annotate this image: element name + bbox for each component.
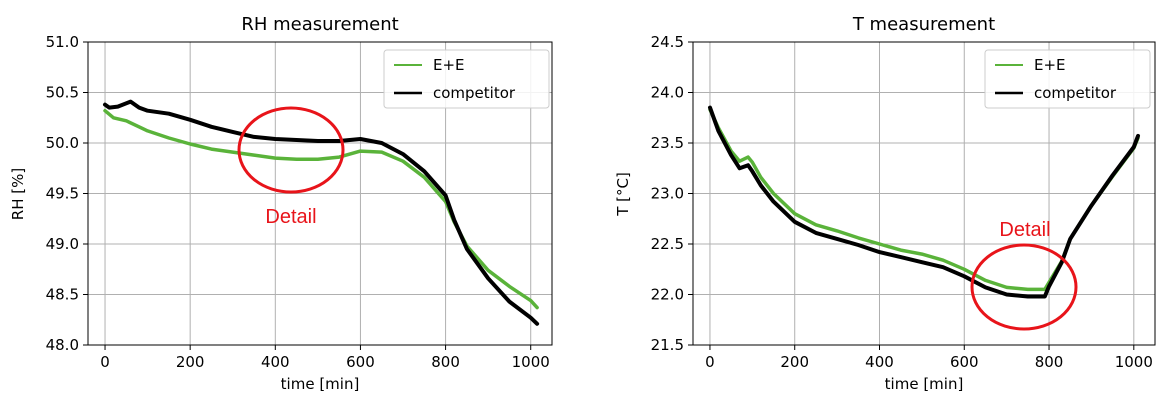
rh-y-tick-label: 49.5 (46, 185, 79, 203)
t-y-tick-label: 22.0 (651, 286, 684, 304)
t-x-tick-label: 200 (780, 353, 809, 371)
rh-detail-annotation: Detail (237, 106, 345, 228)
t-detail-label: Detail (999, 219, 1050, 241)
rh-competitor-series-line (103, 99, 540, 326)
rh-y-axis-label: RH [%] (9, 168, 27, 220)
rh-plot-frame (87, 41, 553, 346)
rh-y-tick-label: 48.5 (46, 286, 79, 304)
t-y-tick-label: 24.0 (651, 84, 684, 102)
t-x-tick-label: 400 (865, 353, 894, 371)
rh-legend-label-competitor: competitor (433, 84, 516, 102)
t-x-tick-label: 1000 (1115, 353, 1153, 371)
rh-legend-label-ee: E+E (433, 56, 465, 74)
t-chart-title: T measurement (852, 14, 995, 35)
t-tick-labels: 0 200 400 600 800 1000 21.5 22.0 22.5 23.0 23.5 24.… (651, 33, 1153, 371)
t-legend-label-ee: E+E (1034, 56, 1066, 74)
rh-ee-series-line (103, 108, 539, 310)
t-x-tick-label: 0 (705, 353, 715, 371)
t-y-axis-label: T [°C] (614, 172, 632, 217)
t-legend-label-competitor: competitor (1034, 84, 1117, 102)
rh-chart-title: RH measurement (241, 14, 398, 35)
rh-x-tick-label: 800 (431, 353, 460, 371)
rh-legend-box (383, 49, 550, 109)
t-y-tick-label: 24.5 (651, 33, 684, 51)
t-competitor-series-line (708, 105, 1140, 299)
rh-series (103, 99, 540, 326)
rh-tick-labels: 0 200 400 600 800 1000 48.0 48.5 49.0 49.5 50.0 50.… (46, 33, 550, 371)
t-series (708, 105, 1140, 299)
t-legend-box (984, 49, 1151, 109)
rh-y-tick-label: 51.0 (46, 33, 79, 51)
rh-detail-ellipse (237, 106, 345, 194)
rh-y-tick-label: 50.0 (46, 134, 79, 152)
rh-x-tick-label: 600 (346, 353, 375, 371)
t-legend: E+E competitor (984, 49, 1151, 109)
t-x-tick-label: 600 (950, 353, 979, 371)
t-y-tick-label: 22.5 (651, 235, 684, 253)
rh-x-tick-label: 0 (100, 353, 110, 371)
t-x-tick-label: 800 (1035, 353, 1064, 371)
rh-y-tick-label: 48.0 (46, 336, 79, 354)
t-detail-annotation: Detail (970, 219, 1078, 331)
t-detail-ellipse (970, 243, 1078, 331)
rh-legend: E+E competitor (383, 49, 550, 109)
t-plot-frame (692, 41, 1156, 346)
rh-y-tick-label: 50.5 (46, 84, 79, 102)
t-y-tick-label: 21.5 (651, 336, 684, 354)
rh-y-tick-label: 49.0 (46, 235, 79, 253)
rh-x-tick-label: 1000 (512, 353, 550, 371)
rh-x-tick-label: 400 (261, 353, 290, 371)
rh-x-tick-label: 200 (176, 353, 205, 371)
t-y-tick-label: 23.5 (651, 134, 684, 152)
rh-chart: RH measurement time [min] RH [%] 0 200 400… (9, 14, 553, 393)
t-y-tick-label: 23.0 (651, 185, 684, 203)
t-x-axis-label: time [min] (885, 375, 964, 393)
rh-x-axis-label: time [min] (281, 375, 360, 393)
t-chart: T measurement time [min] T [°C] 0 200 400 6… (614, 14, 1156, 393)
rh-detail-label: Detail (265, 206, 316, 228)
